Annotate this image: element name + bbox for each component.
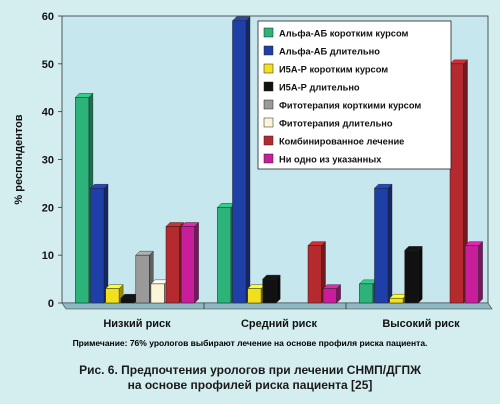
y-tick-label: 40 [42,107,54,119]
legend-swatch [263,45,274,56]
legend-swatch [263,63,274,74]
bar [449,63,464,304]
bar [165,226,180,304]
bar [247,288,262,304]
legend-entry: И5А-Р длительно [279,83,360,93]
bar [404,250,419,304]
bar-side [194,221,199,304]
bar [135,254,150,304]
figure-caption-line-2: на основе профилей риска пациента [25] [127,378,373,392]
bar [389,297,404,304]
y-tick-label: 20 [42,202,54,214]
bar [105,288,120,304]
legend-entry: Фитотерапия корткими курсом [279,101,421,111]
legend-swatch [263,81,274,92]
legend-swatch [263,27,274,38]
bar [359,283,374,304]
legend-swatch [263,135,274,146]
bar-side [103,183,109,304]
bar [374,187,389,304]
chart-note: Примечание: 76% урологов выбирают лечени… [72,338,428,348]
bar-side [387,183,393,304]
bar [322,288,337,304]
bar [217,207,232,304]
legend-swatch [263,99,274,110]
bar-chart: 0 10 20 30 40 50 60 % респондентов Низкий риск Ср… [13,11,493,330]
legend-swatch [263,117,274,128]
bar [75,97,90,304]
x-tick-label: Средний риск [241,318,318,330]
y-tick-label: 0 [48,298,54,310]
y-tick-label: 50 [42,59,54,71]
bar [307,245,322,304]
bar [120,297,135,304]
legend-entry: И5А-Р коротким курсом [279,65,388,75]
y-tick-label: 60 [42,11,54,23]
legend-entry: Ни одно из указанных [279,155,382,165]
figure-caption-line-1: Рис. 6. Предпочтения урологов при лечени… [79,363,421,377]
bar [180,226,195,304]
legend-entry: Комбинированное лечение [279,137,404,147]
legend-box [257,20,452,170]
bar [150,283,165,304]
y-axis-title: % респондентов [13,114,25,204]
bar-side [245,16,251,304]
bar [90,187,105,304]
bar-side [478,241,483,304]
x-tick-label: Высокий риск [382,318,460,330]
legend-swatch [263,153,274,164]
x-tick-label: Низкий риск [103,318,171,330]
y-tick-label: 30 [42,155,54,167]
bar [464,245,479,304]
bar-side [418,245,423,304]
legend-entry: Альфа-АБ коротким курсом [279,29,409,39]
legend-entry: Фитотерапия длительно [279,119,393,129]
plot-floor [61,302,493,310]
bar [262,278,277,304]
bar-side [276,274,281,304]
bar [232,20,247,304]
legend-entry: Альфа-АБ длительно [279,47,380,57]
y-tick-label: 10 [42,250,54,262]
